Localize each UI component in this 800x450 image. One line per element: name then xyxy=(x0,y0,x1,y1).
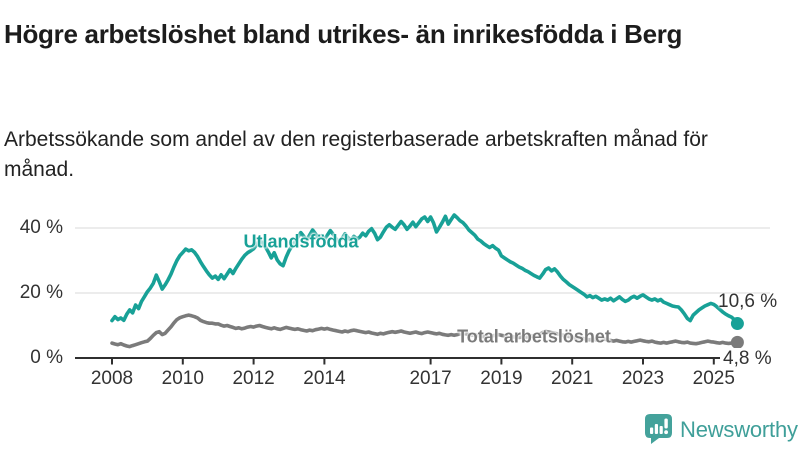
chart-subtitle: Arbetssökande som andel av den registerb… xyxy=(4,128,708,181)
end-value-label-utlandsfodda: 10,6 % xyxy=(718,291,778,312)
series-label-utlandsfodda: Utlandsfödda xyxy=(243,231,359,252)
x-axis-label: 2012 xyxy=(232,368,275,389)
y-axis-label: 0 % xyxy=(30,347,63,368)
newsworthy-logo[interactable]: Newsworthy xyxy=(644,413,798,445)
x-axis-label: 2014 xyxy=(303,368,346,389)
x-axis-label: 2025 xyxy=(692,368,735,389)
series-label-total-arbetsloshet: Total arbetslöshet xyxy=(457,326,611,347)
end-value-label-total: 4,8 % xyxy=(720,348,775,370)
x-axis-label: 2010 xyxy=(161,368,204,389)
x-axis-label: 2017 xyxy=(409,368,452,389)
x-axis-label: 2023 xyxy=(621,368,665,389)
x-axis-label: 2008 xyxy=(90,368,134,389)
newsworthy-logo-text: Newsworthy xyxy=(680,417,798,442)
bar-chart-speech-bubble-icon xyxy=(644,413,673,450)
y-axis-label: 20 % xyxy=(19,282,63,303)
chart-title: Högre arbetslöshet bland utrikes- än inr… xyxy=(4,19,683,50)
x-axis-label: 2021 xyxy=(551,368,594,389)
y-axis-label: 40 % xyxy=(19,217,63,238)
x-axis-label: 2019 xyxy=(480,368,523,389)
